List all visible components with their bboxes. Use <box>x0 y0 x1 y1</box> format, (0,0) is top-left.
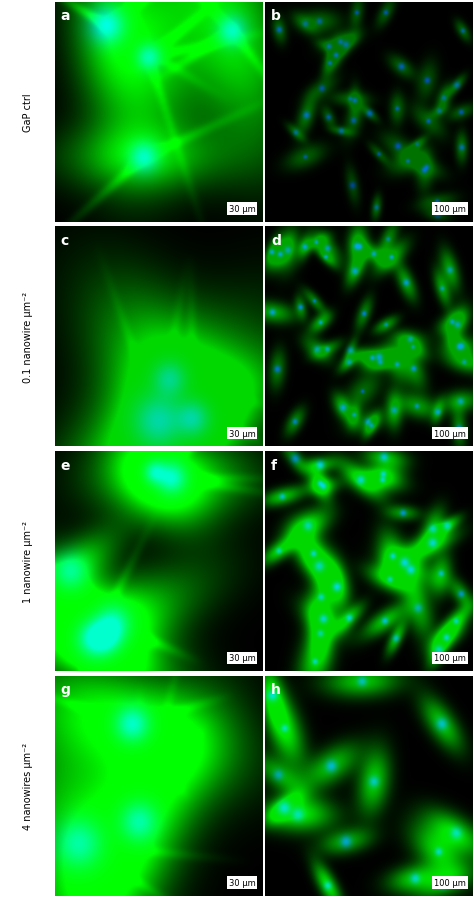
Text: h: h <box>271 683 281 696</box>
Text: 30 μm: 30 μm <box>228 429 255 438</box>
Text: e: e <box>61 458 70 472</box>
Text: b: b <box>271 9 281 23</box>
Text: 0.1 nanowire μm⁻²: 0.1 nanowire μm⁻² <box>23 292 33 383</box>
Text: g: g <box>61 683 71 696</box>
Text: 30 μm: 30 μm <box>228 205 255 214</box>
Text: 30 μm: 30 μm <box>228 878 255 887</box>
Text: GaP ctrl: GaP ctrl <box>23 93 33 132</box>
Text: c: c <box>61 234 69 247</box>
Text: 100 μm: 100 μm <box>434 205 466 214</box>
Text: 1 nanowire μm⁻²: 1 nanowire μm⁻² <box>23 520 33 602</box>
Text: 100 μm: 100 μm <box>434 429 466 438</box>
Text: 4 nanowires μm⁻²: 4 nanowires μm⁻² <box>23 742 33 829</box>
Text: 100 μm: 100 μm <box>434 654 466 663</box>
Text: 100 μm: 100 μm <box>434 878 466 887</box>
Text: f: f <box>271 458 277 472</box>
Text: a: a <box>61 9 70 23</box>
Text: d: d <box>271 234 281 247</box>
Text: 30 μm: 30 μm <box>228 654 255 663</box>
